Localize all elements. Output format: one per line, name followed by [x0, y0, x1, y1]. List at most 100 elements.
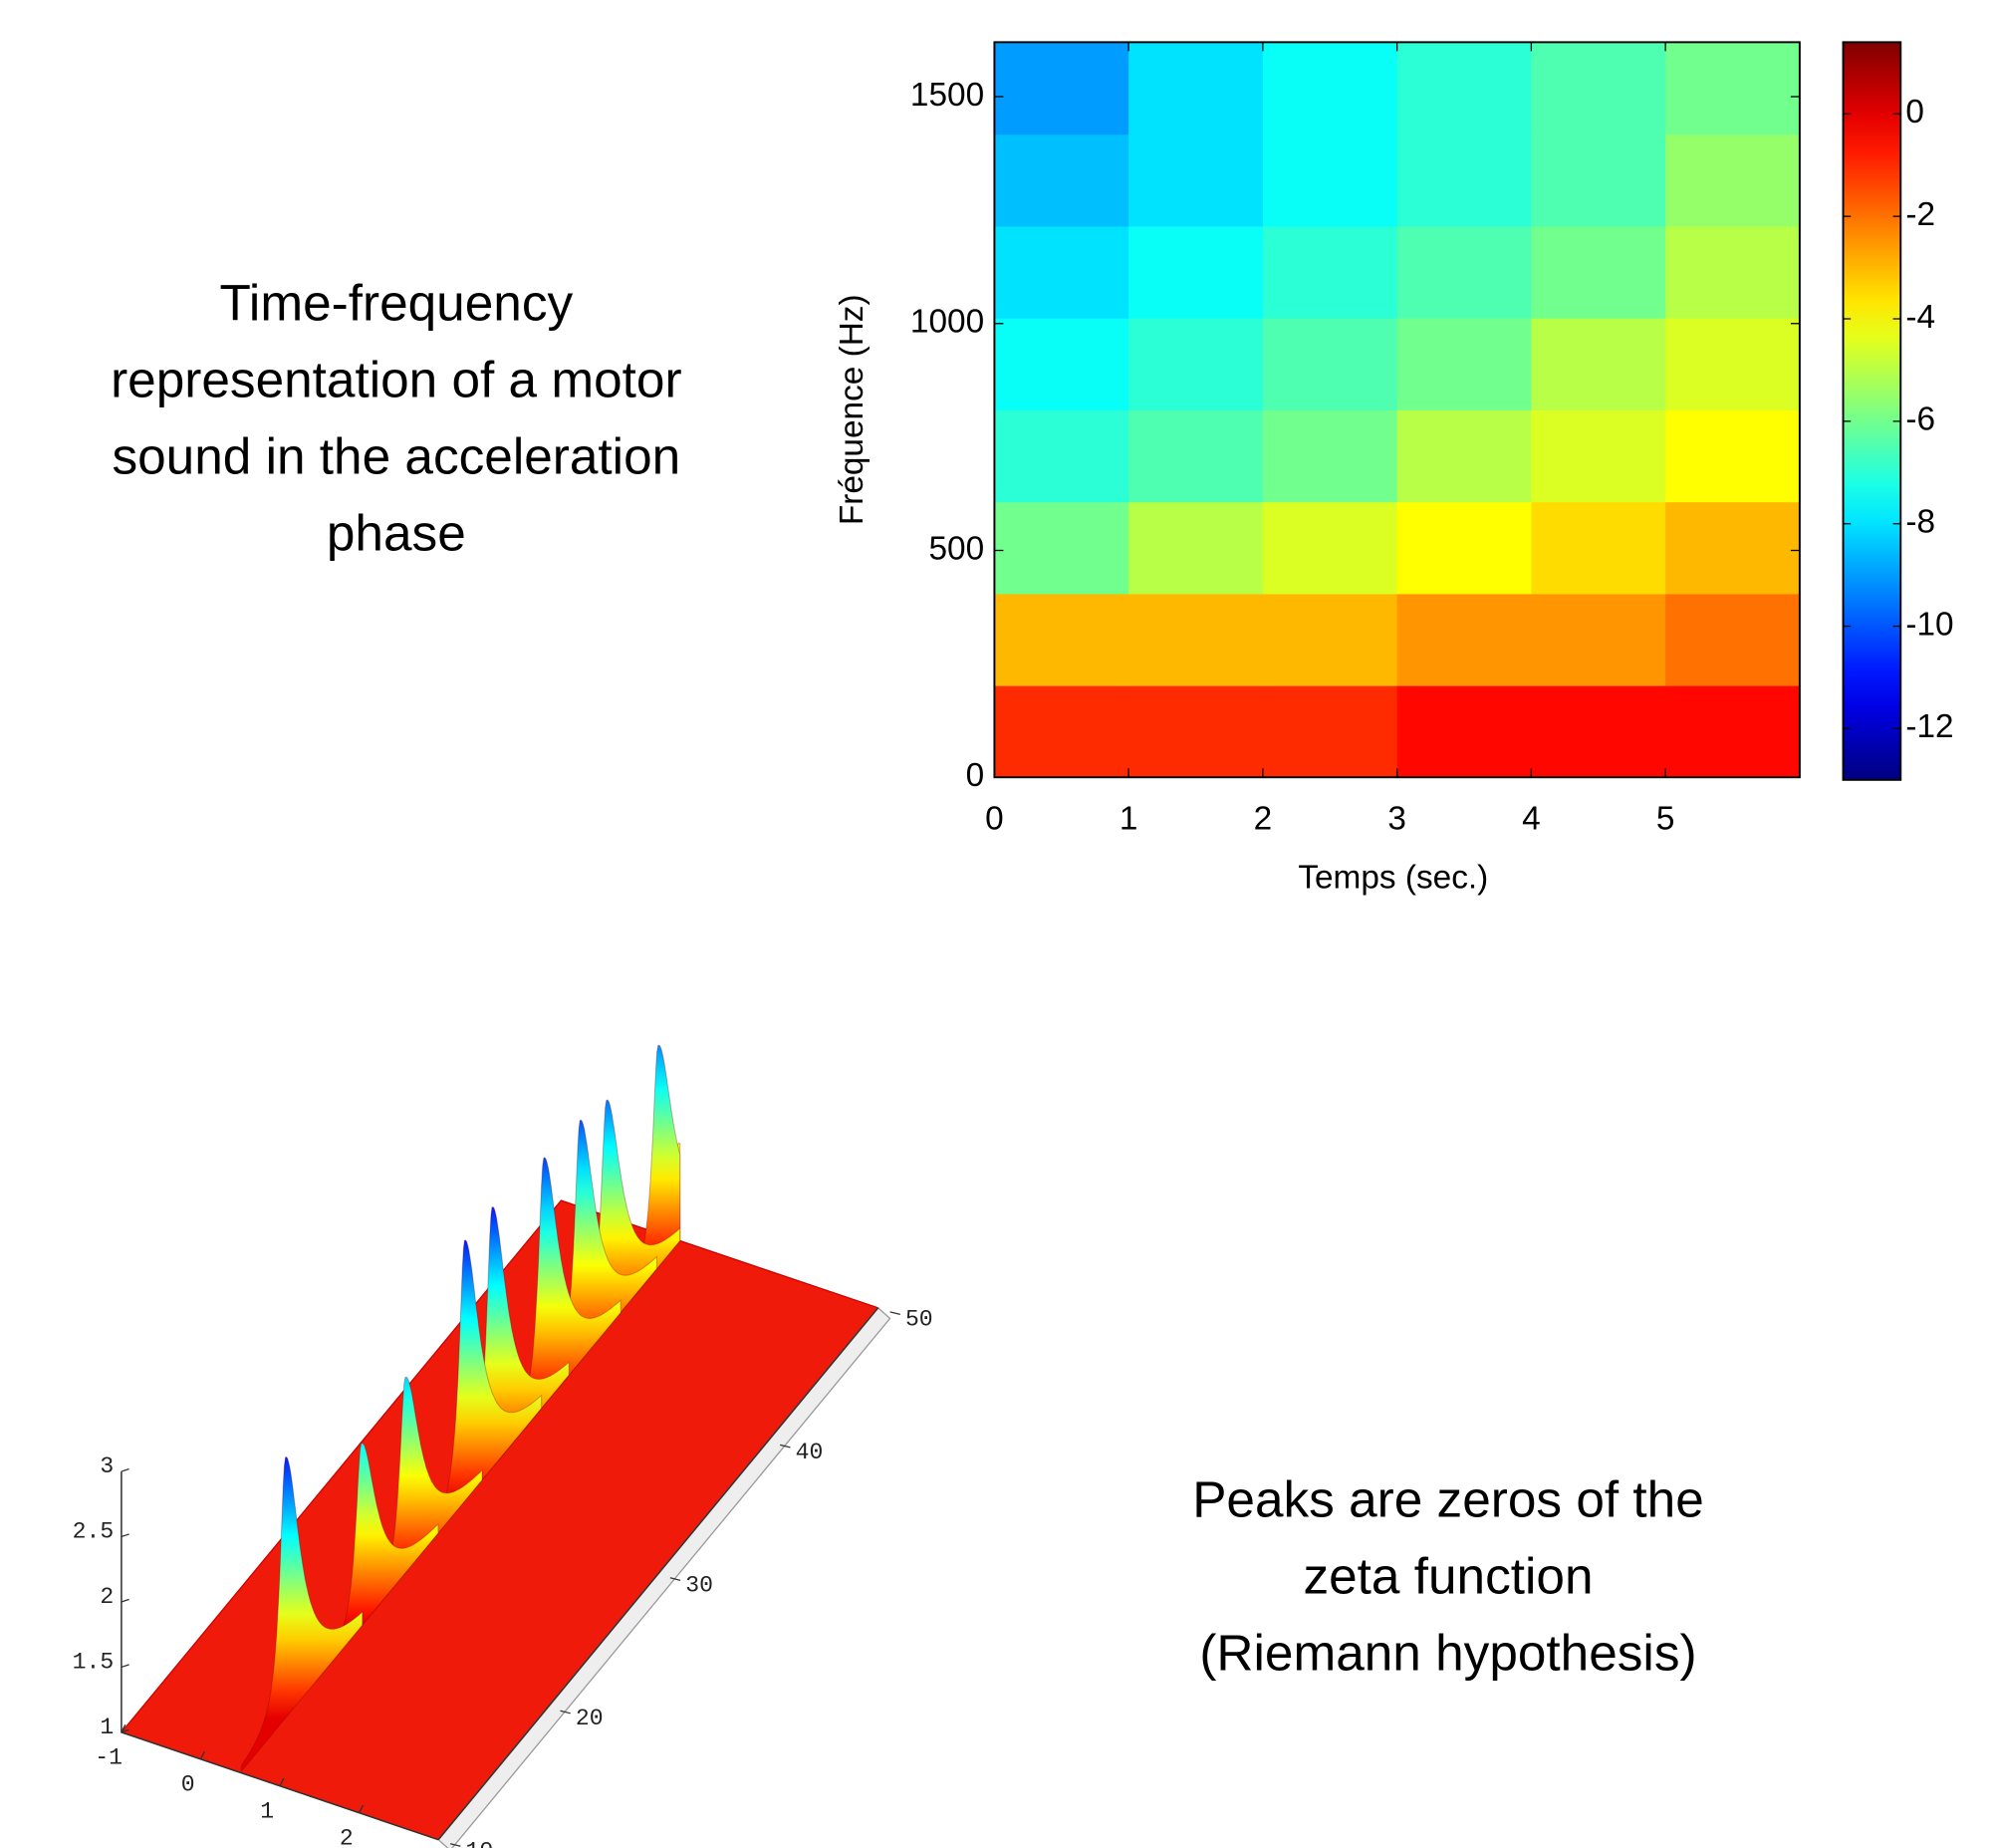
y-tick	[669, 1577, 681, 1581]
caption-line: sound in the acceleration	[112, 428, 680, 485]
heatmap-cell	[1262, 685, 1398, 778]
z-tick	[121, 1728, 129, 1733]
heatmap-cell	[994, 409, 1129, 503]
z-tick	[121, 1467, 129, 1472]
y-tick-label: 500	[928, 530, 984, 567]
y-tick	[449, 1843, 461, 1847]
heatmap-cell	[1128, 318, 1264, 410]
heatmap-cell	[1396, 685, 1533, 778]
z-tick-label: 3	[100, 1453, 114, 1479]
x-tick-label: 1	[260, 1799, 274, 1825]
heatmap-cell	[1128, 501, 1264, 595]
heatmap-cell	[1531, 501, 1666, 595]
heatmap-cell	[1262, 225, 1398, 319]
heatmap-cell	[1665, 501, 1801, 595]
y-tick	[560, 1710, 571, 1715]
y-tick-label: 1500	[910, 77, 984, 114]
colorbar-tick-label: 0	[1905, 94, 1924, 131]
x-tick-label: 2	[340, 1825, 354, 1848]
heatmap-cell	[1128, 593, 1264, 686]
heatmap-cell	[1665, 42, 1801, 135]
heatmap-cell	[1665, 133, 1801, 227]
y-tick	[780, 1444, 791, 1449]
x-tick-label: 0	[985, 801, 1004, 838]
heatmap-cell	[1531, 685, 1666, 778]
y-tick	[889, 1311, 900, 1316]
heatmap-cell	[1262, 133, 1398, 227]
heatmap-cell	[1665, 225, 1801, 319]
x-tick-label: 5	[1656, 801, 1675, 838]
y-tick-label: 0	[966, 757, 985, 794]
x-tick	[199, 1750, 205, 1760]
z-tick	[121, 1533, 129, 1538]
heatmap-cell	[1396, 501, 1533, 595]
x-tick	[279, 1777, 285, 1787]
y-tick-label: 50	[905, 1307, 933, 1333]
x-tick-label: 0	[181, 1772, 195, 1798]
x-tick-label: 1	[1120, 801, 1138, 838]
slide-content: Time-frequency representation of a motor s…	[73, 41, 1954, 1848]
heatmap-cell	[1531, 42, 1666, 135]
heatmap-cell	[1128, 133, 1264, 227]
heatmap-cell	[994, 318, 1129, 410]
heatmap-cell	[1262, 501, 1398, 595]
z-tick-label: 1.5	[73, 1649, 115, 1675]
heatmap-cell	[1531, 409, 1666, 503]
caption-line: phase	[327, 505, 466, 562]
zeta-peak	[240, 1455, 364, 1773]
heatmap-cell	[1665, 409, 1801, 503]
y-tick-label: 30	[685, 1573, 713, 1599]
heatmap-cell	[1396, 318, 1533, 410]
x-tick-label: -1	[95, 1745, 123, 1771]
colorbar-tick-label: -8	[1905, 504, 1935, 541]
caption-line: Time-frequency	[219, 275, 573, 332]
colorbar-tick-label: -12	[1905, 708, 1953, 745]
colorbar-tick-label: -10	[1905, 606, 1953, 643]
heatmap-cell	[1262, 42, 1398, 135]
heatmap-cell	[1128, 42, 1264, 135]
x-tick-label: 4	[1522, 801, 1541, 838]
heatmap-cell	[1128, 225, 1264, 319]
heatmap-cell	[1396, 133, 1533, 227]
heatmap-cell	[1396, 593, 1533, 686]
heatmap-cell	[1396, 225, 1533, 319]
y-tick-label: 20	[576, 1706, 604, 1731]
x-tick	[121, 1723, 126, 1733]
caption-line: representation of a motor	[111, 352, 681, 408]
colorbar-tick-label: -6	[1905, 401, 1935, 438]
heatmap-cell	[1531, 133, 1666, 227]
heatmap-cell	[1531, 593, 1666, 686]
heatmap-cell	[994, 685, 1129, 778]
heatmap-cell	[1665, 318, 1801, 410]
y-tick-label: 40	[796, 1440, 824, 1465]
heatmap-cell	[1262, 318, 1398, 410]
x-tick-label: 3	[1387, 801, 1406, 838]
caption-line: Peaks are zeros of the	[1192, 1471, 1704, 1528]
x-tick	[359, 1804, 365, 1814]
axis-line	[437, 1307, 879, 1841]
caption-line: zeta function	[1303, 1548, 1593, 1605]
heatmap-cell	[1396, 409, 1533, 503]
colorbar-tick-label: -4	[1905, 299, 1935, 336]
z-tick	[121, 1598, 129, 1603]
heatmap-cell	[994, 501, 1129, 595]
heatmap-cell	[1396, 42, 1533, 135]
heatmap-cell	[1262, 593, 1398, 686]
heatmap-cell	[994, 225, 1129, 319]
heatmap-cell	[1531, 318, 1666, 410]
heatmap-cell	[994, 593, 1129, 686]
z-tick-label: 2	[100, 1584, 114, 1610]
z-tick	[121, 1664, 129, 1669]
z-tick-label: 2.5	[73, 1518, 115, 1544]
heatmap-cell	[1128, 409, 1264, 503]
heatmap-cell	[1665, 685, 1801, 778]
y-tick-label: 1000	[910, 304, 984, 341]
x-tick-label: 2	[1254, 801, 1273, 838]
colorbar	[1842, 41, 1902, 781]
heatmap-cell	[1531, 225, 1666, 319]
heatmap-cell	[1665, 593, 1801, 686]
caption-line: (Riemann hypothesis)	[1199, 1625, 1696, 1682]
heatmap-cell	[994, 133, 1129, 227]
